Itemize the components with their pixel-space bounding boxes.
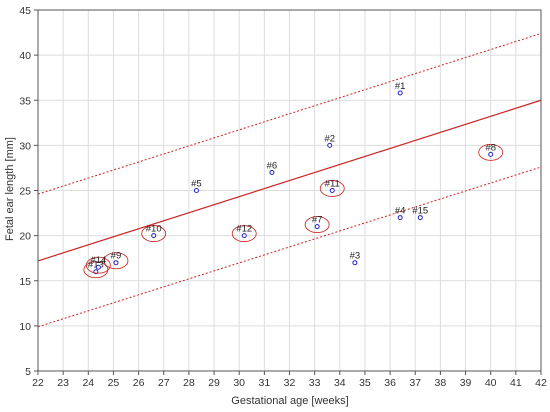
point-label: #2: [324, 133, 335, 144]
point-label: #5: [191, 179, 202, 190]
y-tick-label: 45: [19, 5, 31, 17]
point-label: #10: [146, 224, 162, 235]
y-axis-title: Fetal ear length [mm]: [4, 137, 16, 241]
x-tick-label: 24: [82, 377, 94, 389]
highlight-ellipse: [231, 225, 257, 243]
highlight-ellipse: [85, 256, 111, 274]
y-tick-label: 15: [19, 276, 31, 288]
x-axis-title: Gestational age [weeks]: [231, 395, 348, 407]
x-tick-label: 26: [133, 377, 145, 389]
prediction-bound-line: [37, 32, 542, 195]
x-tick-label: 25: [108, 377, 120, 389]
data-point: [113, 260, 119, 266]
highlight-ellipse: [478, 143, 504, 161]
data-point: [95, 264, 101, 270]
data-point: [314, 224, 320, 230]
x-tick-label: 33: [309, 377, 321, 389]
x-tick-label: 42: [535, 377, 547, 389]
y-tick-label: 25: [19, 186, 31, 198]
x-tick-label: 38: [435, 377, 447, 389]
highlight-ellipse: [141, 225, 167, 243]
data-point: [327, 142, 333, 148]
data-point: [352, 260, 358, 266]
data-point: [241, 233, 247, 239]
highlight-ellipse: [319, 180, 345, 197]
point-label: #4: [395, 206, 406, 217]
x-tick-label: 27: [158, 377, 170, 389]
x-tick-label: 29: [208, 377, 220, 389]
x-tick-label: 31: [259, 377, 271, 389]
x-tick-label: 22: [32, 377, 44, 389]
x-tick-label: 36: [384, 377, 396, 389]
data-point: [329, 188, 335, 193]
x-tick-label: 40: [485, 377, 497, 389]
data-point: [417, 215, 423, 221]
point-label: #7: [312, 215, 323, 226]
y-tick-label: 20: [19, 231, 31, 243]
data-point: [193, 188, 199, 193]
point-label: #12: [236, 224, 252, 235]
point-label: #14: [90, 255, 106, 266]
point-label: #9: [111, 251, 122, 262]
y-tick-label: 40: [19, 50, 31, 62]
y-tick-label: 30: [19, 140, 31, 152]
point-label: #15: [412, 206, 428, 217]
point-label: #3: [350, 251, 361, 262]
data-point: [488, 151, 494, 157]
x-tick-label: 32: [284, 377, 296, 389]
x-tick-label: 39: [460, 377, 472, 389]
data-point: [269, 169, 275, 175]
point-label: #6: [267, 160, 278, 171]
point-label: #13: [88, 260, 104, 271]
regression-lines: [37, 32, 542, 328]
y-tick-label: 5: [25, 366, 31, 378]
plot-frame: [37, 9, 542, 372]
x-tick-label: 34: [334, 377, 346, 389]
axes: 22 23 24 25 26 27 28 29 30 31 32 33 34 35 36 37 38 39 40 41…: [19, 5, 547, 389]
regression-line: [37, 99, 542, 262]
x-tick-label: 35: [359, 377, 371, 389]
data-point: [397, 215, 403, 221]
data-point: [151, 233, 157, 239]
x-tick-label: 28: [183, 377, 195, 389]
data-points: #1 #2 #3 #4 #5 #6 #7 #8 #9 #10 #11 #12 #13#14 #15: [83, 81, 504, 279]
y-tick-label: 10: [19, 321, 31, 333]
x-tick-label: 23: [57, 377, 69, 389]
x-tick-label: 41: [510, 377, 522, 389]
x-tick-label: 37: [409, 377, 421, 389]
highlight-ellipse: [304, 216, 330, 234]
x-tick-label: 30: [233, 377, 245, 389]
point-label: #8: [485, 142, 496, 153]
point-label: #1: [395, 81, 406, 92]
y-tick-label: 35: [19, 95, 31, 107]
highlight-ellipse: [103, 252, 129, 270]
point-label: #11: [325, 179, 340, 190]
data-point: [397, 90, 403, 96]
